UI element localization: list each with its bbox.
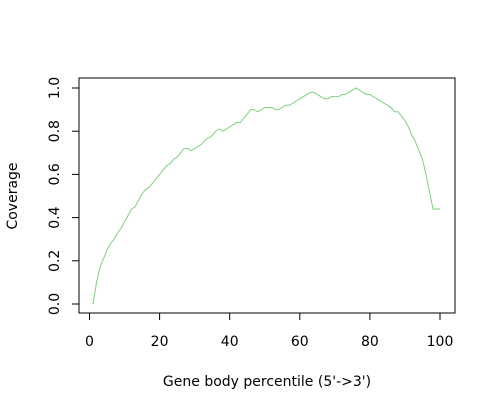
x-tick-label: 20 [151,334,169,350]
x-axis-label: Gene body percentile (5'->3') [163,374,371,390]
x-axis: 0 20 40 60 80 100 [85,312,454,350]
x-tick-label: 60 [291,334,309,350]
y-tick-label: 0.0 [47,293,63,315]
y-axis: 0.0 0.2 0.4 0.6 0.8 1.0 [47,77,80,315]
y-tick-label: 0.4 [47,206,63,228]
x-tick-label: 40 [221,334,239,350]
y-tick-label: 0.8 [47,120,63,142]
y-tick-label: 0.2 [47,250,63,272]
y-axis-label: Coverage [5,162,21,229]
y-tick-label: 1.0 [47,77,63,99]
y-tick-label: 0.6 [47,163,63,185]
coverage-line [92,87,440,305]
x-tick-label: 100 [427,334,454,350]
x-tick-label: 80 [361,334,379,350]
x-tick-label: 0 [85,334,94,350]
